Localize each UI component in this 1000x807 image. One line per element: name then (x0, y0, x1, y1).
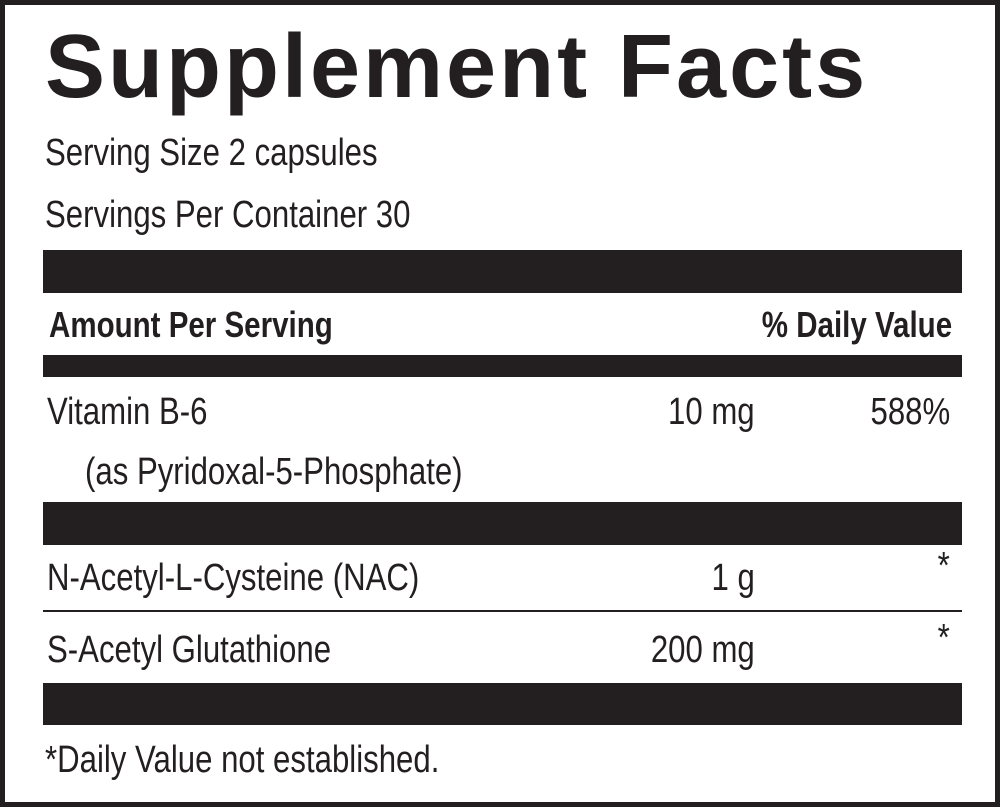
text: Vitamin B-6 (47, 391, 208, 433)
text: % Daily Value (761, 304, 952, 345)
text: * (937, 617, 950, 659)
nutrient-name: S-Acetyl Glutathione (47, 628, 393, 672)
nutrient-name: Vitamin B-6 (47, 390, 243, 434)
nutrient-amount: 1 g (702, 556, 755, 600)
footnote: *Daily Value not established. (45, 738, 526, 782)
nutrient-name: N-Acetyl-L-Cysteine (NAC) (47, 556, 501, 600)
nutrient-daily-value: 588% (853, 390, 950, 434)
divider-bar (43, 683, 962, 725)
divider-bar (43, 355, 962, 377)
title: Supplement Facts (45, 17, 869, 117)
text: 588% (870, 391, 950, 433)
divider-line (43, 610, 962, 612)
text: (as Pyridoxal-5-Phosphate) (85, 451, 463, 493)
header-amount: Amount Per Serving (49, 303, 395, 347)
nutrient-daily-value: * (935, 544, 950, 588)
divider-bar (43, 250, 962, 293)
text: * (937, 545, 950, 587)
serving-size: Serving Size 2 capsules (45, 131, 451, 175)
divider-bar (43, 502, 962, 545)
text: 200 mg (651, 629, 755, 671)
header-daily-value: % Daily Value (720, 303, 952, 347)
text: *Daily Value not established. (45, 739, 440, 781)
nutrient-detail: (as Pyridoxal-5-Phosphate) (85, 450, 545, 494)
nutrient-amount: 200 mg (628, 628, 755, 672)
text: 10 mg (668, 391, 755, 433)
text: 1 g (711, 557, 755, 599)
text: N-Acetyl-L-Cysteine (NAC) (47, 557, 420, 599)
text: S-Acetyl Glutathione (47, 629, 332, 671)
text: Amount Per Serving (49, 304, 333, 345)
text: Servings Per Container 30 (45, 194, 411, 236)
servings-per-container: Servings Per Container 30 (45, 193, 491, 237)
nutrient-amount: 10 mg (649, 390, 755, 434)
nutrient-daily-value: * (935, 616, 950, 660)
text: Serving Size 2 capsules (45, 132, 378, 174)
